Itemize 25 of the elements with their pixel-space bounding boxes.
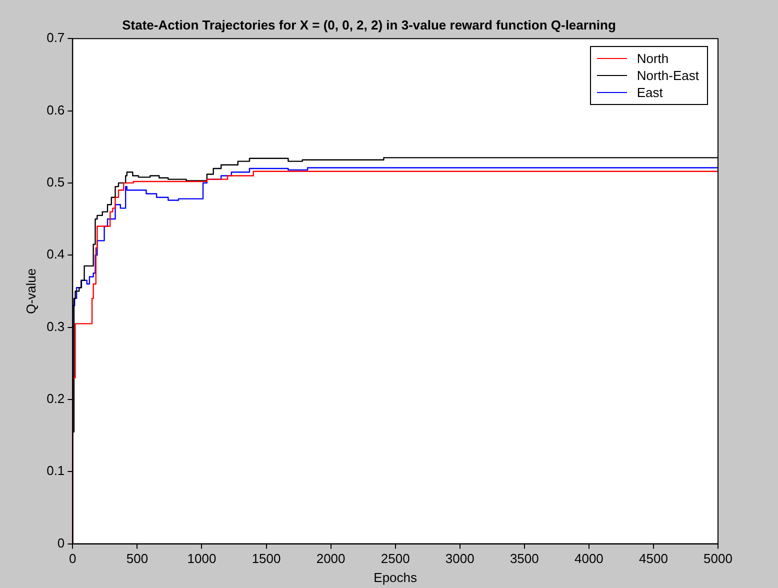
x-tick-label: 500 [126, 551, 148, 566]
y-tick-label: 0.3 [46, 318, 65, 334]
x-tick-label: 4000 [574, 551, 604, 566]
legend-label: North [636, 50, 669, 66]
x-tick-label: 2500 [380, 551, 410, 566]
x-tick-label: 1000 [187, 551, 216, 566]
x-tick-label: 3500 [510, 551, 539, 566]
x-tick-label: 3000 [445, 551, 474, 566]
y-tick-label: 0.4 [46, 246, 65, 262]
x-tick-label: 1500 [252, 551, 281, 566]
y-tick-label: 0.7 [46, 30, 65, 46]
legend-label: East [636, 84, 663, 100]
y-tick-label: 0.2 [46, 391, 65, 406]
chart-title: State-Action Trajectories for X = (0, 0, 2, 2) in 3-value reward function Q-learning [122, 17, 616, 32]
x-tick-label: 5000 [704, 551, 732, 566]
x-tick-label: 0 [69, 551, 76, 566]
y-tick-label: 0.5 [46, 174, 65, 190]
y-tick-label: 0.1 [46, 463, 65, 478]
x-tick-label: 2000 [316, 551, 346, 566]
x-axis-title: Epochs [374, 570, 418, 585]
y-tick-label: 0.6 [46, 102, 65, 118]
y-tick-label: 0 [57, 535, 65, 550]
y-axis-title: Q-value [23, 268, 38, 314]
x-tick-label: 4500 [639, 551, 668, 566]
legend-label: North-East [636, 68, 699, 83]
